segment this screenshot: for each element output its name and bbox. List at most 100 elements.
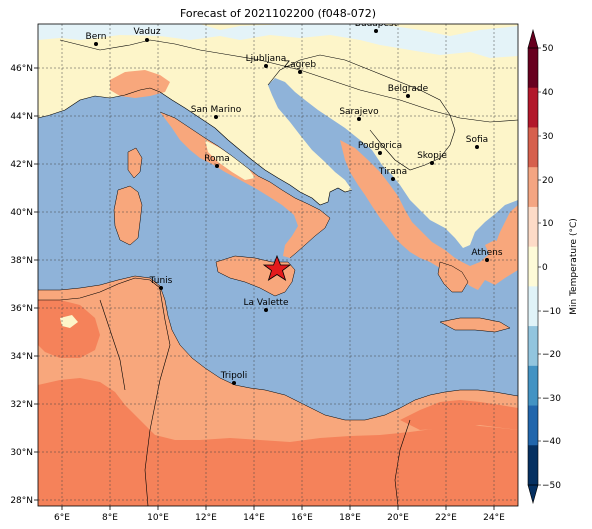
- lon-tick-label: 8°E: [102, 513, 118, 523]
- colorbar-tick-label: −50: [542, 481, 561, 491]
- crete-island: [439, 317, 511, 333]
- colorbar-bottom-arrow: [527, 484, 539, 505]
- colorbar-tick-label: 50: [542, 44, 554, 54]
- city-label: Podgorica: [358, 141, 402, 151]
- city-dot: [94, 42, 98, 46]
- city-label: Skopje: [417, 151, 447, 161]
- po-valley-warm: [110, 70, 170, 98]
- colorbar-frame: [527, 47, 539, 486]
- city-label: Tripoli: [220, 371, 248, 381]
- lat-tick-label: 40°N: [10, 208, 33, 218]
- lat-tick-label: 42°N: [10, 160, 33, 170]
- city-label: La Valette: [244, 298, 289, 308]
- colorbar-segment: [528, 405, 538, 446]
- city-label: Belgrade: [388, 84, 429, 94]
- city-dot: [357, 117, 361, 121]
- lat-tick-label: 38°N: [10, 256, 33, 266]
- city-label: Tirana: [378, 167, 407, 177]
- lon-tick-label: 10°E: [147, 513, 169, 523]
- city-label: Athens: [471, 248, 502, 258]
- colorbar-segment: [528, 326, 538, 367]
- city-dot: [214, 115, 218, 119]
- map-frame: [37, 23, 519, 507]
- lon-tick-label: 18°E: [339, 513, 361, 523]
- corsica-island: [127, 147, 143, 179]
- lon-tick-label: 22°E: [435, 513, 457, 523]
- city-dot: [430, 161, 434, 165]
- tunisia-cool-zone: [60, 315, 78, 328]
- city-label: Budapest: [355, 19, 398, 29]
- graticule: [38, 24, 518, 506]
- lat-tick-label: 46°N: [10, 64, 33, 74]
- colorbar-tick-label: −30: [542, 394, 561, 404]
- colorbar-tick-label: 10: [542, 219, 554, 229]
- latitude-ticks: 46°N 44°N 42°N 40°N 38°N 36°N 34°N 32°N 30°N 28°N: [10, 64, 38, 506]
- colorbar-segment: [528, 286, 538, 327]
- colorbar-tick-label: 20: [542, 176, 554, 186]
- city-label: Tunis: [149, 276, 173, 286]
- lat-tick-label: 28°N: [10, 496, 33, 506]
- colorbar-segment: [528, 206, 538, 248]
- city-label: Sofia: [466, 135, 488, 145]
- city-dot: [159, 286, 163, 290]
- colorbar-segment: [528, 445, 538, 486]
- colorbar-label: Min Temperature (°C): [569, 218, 579, 315]
- city-dot: [215, 164, 219, 168]
- colorbar-tick-label: 30: [542, 132, 554, 142]
- map-title: Forecast of 2021102200 (f048-072): [179, 7, 377, 20]
- lon-tick-label: 24°E: [483, 513, 505, 523]
- lat-tick-label: 32°N: [10, 400, 33, 410]
- colorbar: 50 40 30 20 10 0 −10 −20 −30 −40 −50 Min Temperatur…: [527, 28, 579, 505]
- city-dot: [391, 177, 395, 181]
- lon-tick-label: 14°E: [243, 513, 265, 523]
- city-label: San Marino: [191, 105, 242, 115]
- colorbar-segment: [528, 167, 538, 208]
- lat-tick-label: 30°N: [10, 448, 33, 458]
- city-dot: [374, 29, 378, 33]
- city-dot: [232, 381, 236, 385]
- city-dot: [485, 258, 489, 262]
- colorbar-tick-label: −20: [542, 350, 561, 360]
- city-label: Zagreb: [284, 60, 316, 70]
- city-dot: [145, 38, 149, 42]
- colorbar-segment: [528, 127, 538, 168]
- city-label: Vaduz: [133, 27, 160, 37]
- city-dot: [264, 64, 268, 68]
- colorbar-tick-label: 0: [542, 263, 548, 273]
- aegean-islands: [485, 240, 505, 258]
- lat-tick-label: 44°N: [10, 112, 33, 122]
- city-label: Ljubljana: [246, 54, 287, 64]
- lon-tick-label: 12°E: [195, 513, 217, 523]
- city-dot: [406, 94, 410, 98]
- city-dot: [264, 308, 268, 312]
- colorbar-top-arrow: [527, 28, 539, 49]
- colorbar-segment: [528, 48, 538, 89]
- balkan-warm-zone: [340, 140, 518, 290]
- tunisia-hot-zone: [38, 300, 100, 358]
- lon-tick-label: 16°E: [291, 513, 313, 523]
- colorbar-segment: [528, 365, 538, 407]
- lon-tick-label: 6°E: [54, 513, 70, 523]
- country-borders: [38, 39, 518, 506]
- lat-tick-label: 34°N: [10, 352, 33, 362]
- colorbar-segment: [528, 246, 538, 287]
- lon-tick-label: 20°E: [387, 513, 409, 523]
- city-dot: [475, 145, 479, 149]
- lat-tick-label: 36°N: [10, 304, 33, 314]
- coastlines: [38, 111, 518, 421]
- libya-hot-zone: [400, 400, 518, 430]
- sardinia-island: [113, 185, 143, 246]
- city-dot: [378, 151, 382, 155]
- city-label: Bern: [86, 32, 107, 42]
- city-label: Sarajevo: [339, 107, 379, 117]
- italy-warm-zone: [160, 112, 330, 258]
- city-dot: [298, 70, 302, 74]
- longitude-ticks: 6°E 8°E 10°E 12°E 14°E 16°E 18°E 20°E 22°E 24°E: [54, 506, 505, 523]
- colorbar-tick-label: −10: [542, 307, 561, 317]
- greece-peninsula: [437, 261, 469, 293]
- apennine-mild-zone: [205, 140, 255, 180]
- forecast-location-star: [262, 254, 292, 281]
